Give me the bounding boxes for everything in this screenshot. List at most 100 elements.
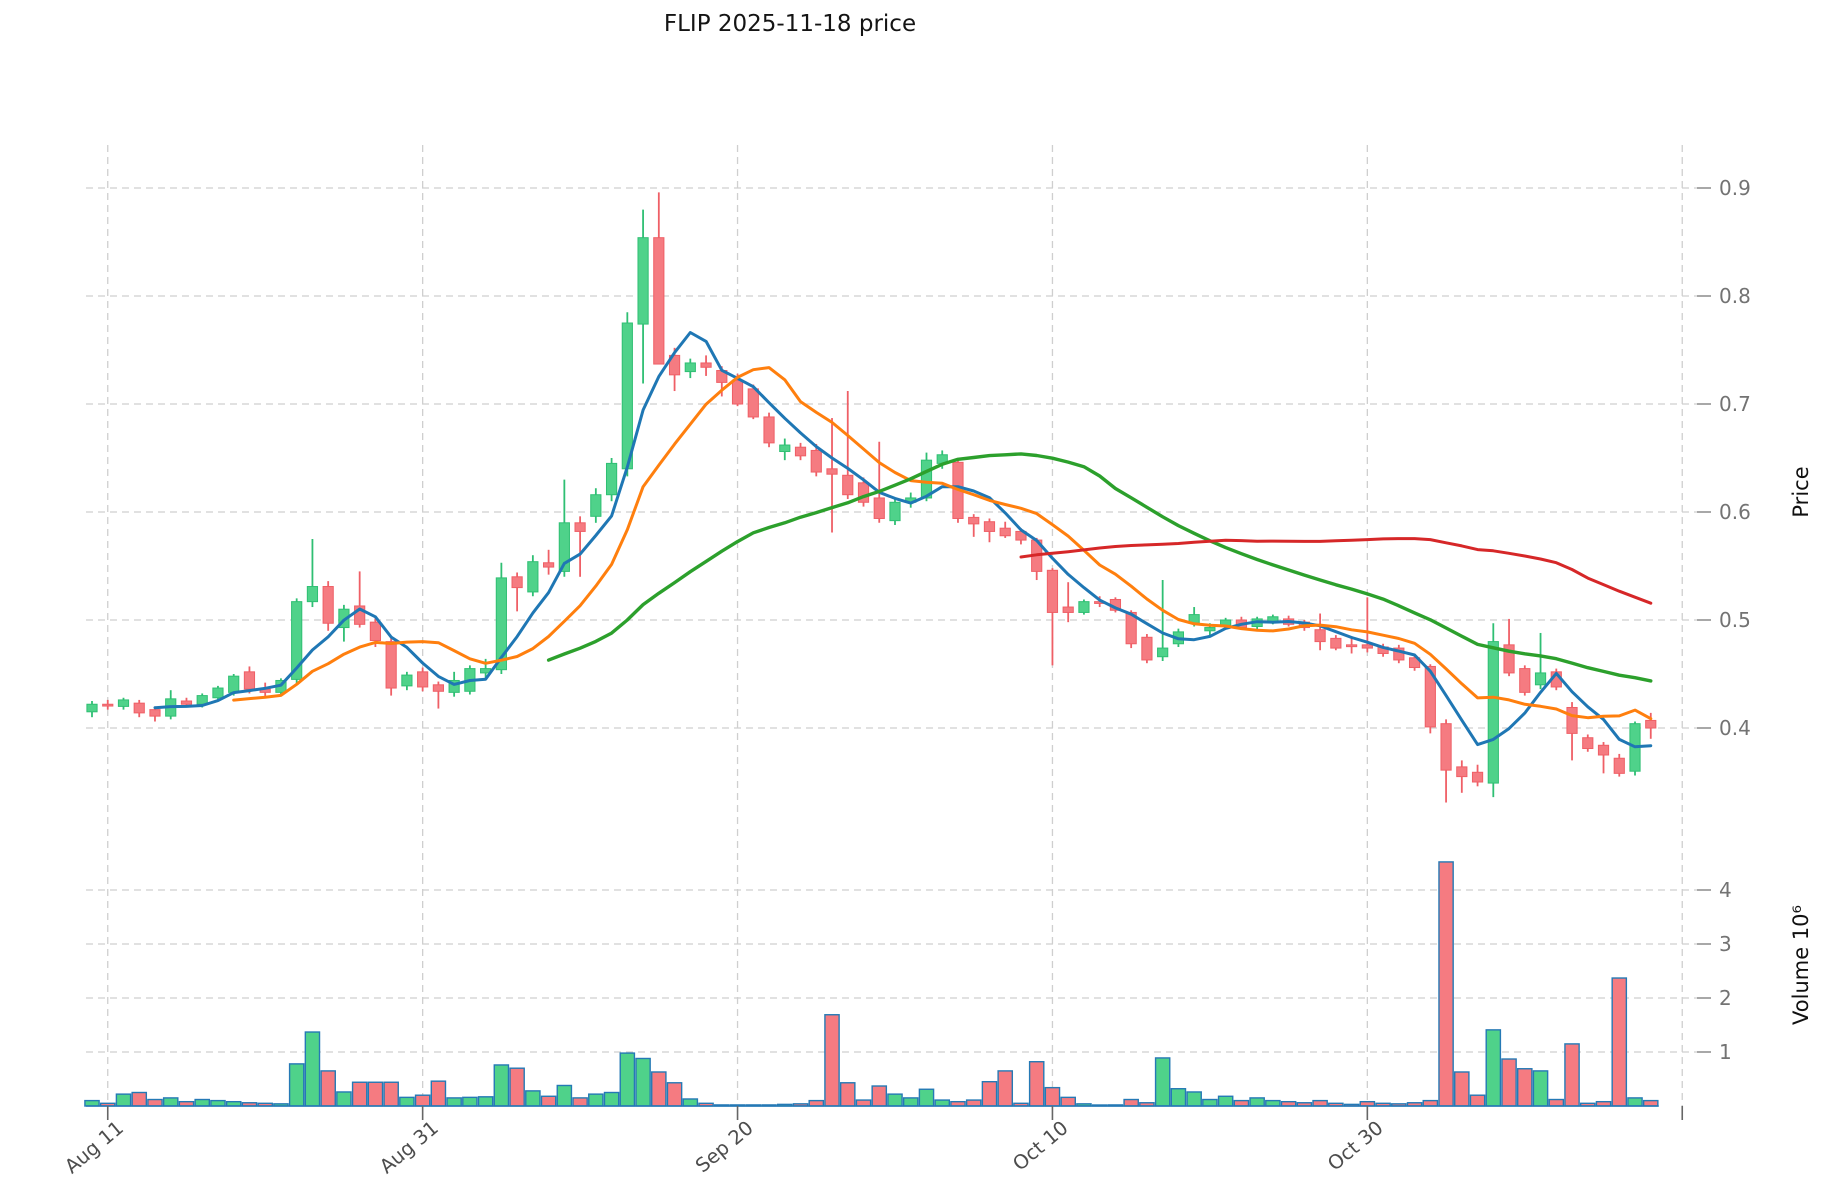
volume-bar — [997, 1070, 1014, 1107]
volume-bar — [1564, 1043, 1580, 1107]
volume-bar — [1233, 1099, 1250, 1107]
candle-body — [369, 621, 382, 642]
volume-bar — [162, 1097, 179, 1107]
price-tick-label: 0.4 — [1719, 716, 1751, 740]
candle-body — [117, 699, 130, 707]
date-tick-label: Oct 10 — [1008, 1116, 1072, 1175]
volume-bar — [84, 1099, 100, 1107]
candle-body — [1440, 723, 1452, 771]
candle-body — [684, 362, 696, 373]
volume-bar — [446, 1097, 462, 1107]
price-tick-label: 0.6 — [1719, 500, 1751, 524]
volume-bar — [1186, 1091, 1202, 1107]
volume-bar — [1627, 1097, 1643, 1107]
candle-body — [574, 522, 586, 532]
volume-bar — [1217, 1095, 1234, 1107]
candle-body — [1393, 647, 1405, 661]
date-tick-label: Aug 11 — [60, 1116, 128, 1178]
candle-body — [1613, 757, 1625, 774]
candle-body — [1582, 737, 1594, 750]
candle-body — [1062, 606, 1074, 613]
volume-bar — [336, 1091, 352, 1107]
volume-axis-label: Volume 10⁶ — [1789, 905, 1813, 1025]
volume-bar — [871, 1085, 888, 1107]
candle-body — [1519, 668, 1531, 693]
volume-bar — [1060, 1096, 1076, 1107]
volume-bar — [1516, 1068, 1533, 1107]
volume-bar — [414, 1094, 431, 1107]
volume-bar — [1548, 1098, 1565, 1107]
volume-bar — [666, 1082, 683, 1107]
volume-bar — [351, 1081, 368, 1107]
candle-body — [291, 601, 303, 680]
candle-body — [1487, 641, 1499, 784]
candle-body — [590, 494, 602, 517]
volume-bar — [1202, 1098, 1218, 1107]
candle-body — [826, 468, 838, 475]
price-tick-label: 0.8 — [1719, 284, 1751, 308]
candle-body — [322, 586, 334, 624]
candle-body — [621, 322, 633, 470]
candle-body — [999, 527, 1011, 537]
candle-body — [668, 354, 681, 376]
volume-bar — [1044, 1086, 1061, 1107]
volume-bar — [1501, 1058, 1517, 1107]
volume-bar — [477, 1096, 494, 1107]
candle-body — [1125, 611, 1137, 645]
volume-bar — [1642, 1099, 1659, 1107]
volume-bar — [902, 1097, 919, 1107]
candle-body — [149, 709, 161, 717]
volume-bar — [1154, 1057, 1171, 1107]
volume-bar — [808, 1099, 825, 1107]
candle-body — [511, 576, 523, 589]
candle-body — [417, 671, 429, 688]
volume-bar — [572, 1097, 588, 1107]
candle-body — [1566, 706, 1578, 734]
volume-bar — [1312, 1099, 1328, 1107]
candle-body — [653, 237, 665, 365]
chart-title: FLIP 2025-11-18 price — [664, 11, 916, 37]
volume-bar — [981, 1080, 998, 1107]
volume-bar — [210, 1099, 226, 1107]
volume-bar — [462, 1096, 478, 1107]
volume-bar — [839, 1082, 856, 1107]
candle-body — [637, 237, 649, 325]
volume-bar — [1265, 1099, 1281, 1107]
volume-bar — [887, 1093, 903, 1107]
volume-tick-label: 1 — [1719, 1040, 1732, 1064]
price-axis-label: Price — [1789, 466, 1813, 517]
volume-bar — [824, 1014, 840, 1107]
candle-body — [1597, 744, 1610, 756]
volume-bar — [525, 1090, 541, 1107]
volume-bar — [115, 1093, 132, 1107]
candle-body — [133, 702, 145, 714]
volume-bar — [934, 1099, 951, 1107]
volume-bar — [1123, 1098, 1139, 1107]
volume-bar — [509, 1067, 525, 1107]
ma-line-60 — [1019, 537, 1653, 605]
volume-bar — [556, 1084, 573, 1107]
candle-body — [306, 586, 319, 603]
candle-body — [1456, 766, 1468, 778]
candle-body — [747, 388, 759, 418]
candle-body — [700, 362, 712, 368]
candle-body — [1361, 644, 1373, 649]
volume-bar — [855, 1099, 872, 1107]
date-tick-label: Oct 30 — [1323, 1116, 1387, 1175]
volume-bar — [1454, 1071, 1470, 1107]
volume-bar — [367, 1081, 384, 1107]
ma-line-30 — [546, 452, 1653, 683]
volume-bar — [304, 1031, 321, 1107]
candle-body — [968, 516, 980, 525]
candle-body — [527, 561, 539, 593]
volume-bar — [588, 1093, 604, 1107]
volume-bar — [918, 1088, 935, 1107]
volume-bar — [399, 1096, 415, 1107]
volume-bar — [131, 1091, 148, 1107]
candle-body — [983, 521, 996, 532]
ma-line-5 — [153, 331, 1653, 749]
volume-bar — [603, 1091, 620, 1107]
candle-body — [889, 501, 901, 522]
